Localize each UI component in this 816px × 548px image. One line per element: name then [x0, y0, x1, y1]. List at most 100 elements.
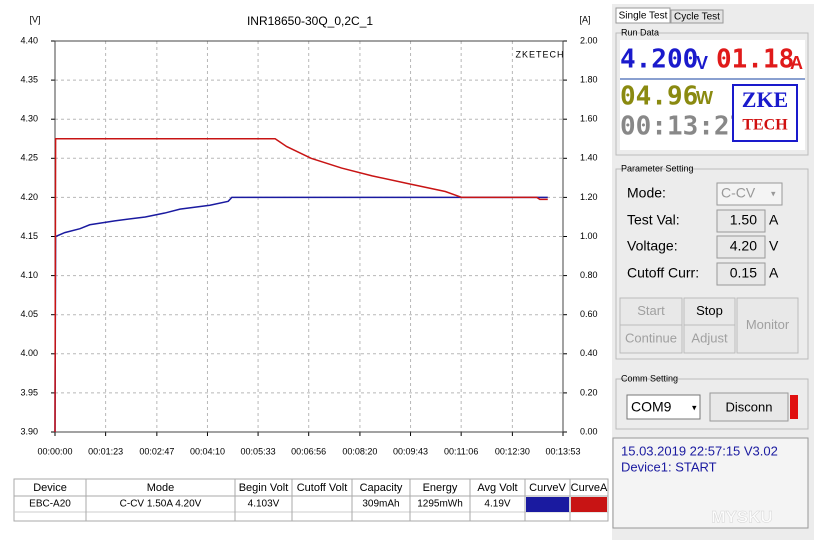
field-box[interactable]	[716, 262, 766, 286]
field-unit: V	[769, 238, 779, 254]
table-cell: C-CV 1.50A 4.20V	[120, 499, 202, 510]
curve-swatch	[571, 497, 607, 512]
curve-swatch	[526, 497, 569, 512]
x-tick-label: 00:08:20	[342, 446, 377, 456]
field-value[interactable]: 1.50	[730, 212, 757, 228]
power-readout: 04.96	[620, 82, 698, 112]
tab[interactable]	[670, 9, 724, 24]
field-value[interactable]: C-CV	[721, 185, 756, 201]
tab-label[interactable]: Cycle Test	[674, 12, 720, 23]
port-value[interactable]: COM9	[631, 399, 672, 415]
table-cell: 4.19V	[484, 499, 510, 510]
y2-axis-label: [A]	[579, 14, 590, 24]
button[interactable]	[683, 324, 736, 354]
field-box[interactable]	[716, 182, 783, 206]
y2-tick-label: 1.60	[580, 114, 598, 124]
column-header: Avg Volt	[477, 482, 517, 494]
watermark: MYSKU	[711, 507, 772, 526]
x-tick-label: 00:06:56	[291, 446, 326, 456]
x-tick-label: 00:01:23	[88, 446, 123, 456]
time-readout: 00:13:27	[620, 112, 745, 142]
y-tick-label: 3.90	[20, 426, 38, 436]
y-tick-label: 4.25	[20, 153, 38, 163]
field-box[interactable]	[716, 209, 766, 233]
dropdown-arrow[interactable]: ▾	[692, 402, 697, 412]
tab-label[interactable]: Single Test	[619, 11, 668, 22]
field-unit: A	[769, 212, 779, 228]
column-header: Cutoff Volt	[297, 482, 348, 494]
button-label[interactable]: Adjust	[691, 330, 728, 345]
y-tick-label: 4.05	[20, 309, 38, 319]
group-title: Run Data	[621, 27, 659, 37]
column-header: Device	[33, 482, 67, 494]
y2-tick-label: 0.40	[580, 348, 598, 358]
x-tick-label: 00:13:53	[545, 446, 580, 456]
column-header: Begin Volt	[239, 482, 289, 494]
y2-tick-label: 1.00	[580, 231, 598, 241]
results-table	[13, 478, 609, 522]
log-line: 15.03.2019 22:57:15 V3.02	[621, 443, 778, 458]
button[interactable]	[683, 297, 736, 326]
x-tick-label: 00:09:43	[393, 446, 428, 456]
button-label[interactable]: Disconn	[726, 399, 773, 414]
table-frame	[13, 478, 609, 522]
y2-tick-label: 1.40	[580, 153, 598, 163]
field-label: Mode:	[627, 185, 666, 201]
y-tick-label: 4.30	[20, 114, 38, 124]
field-value[interactable]: 4.20	[730, 238, 757, 254]
table-cell: 1295mWh	[417, 499, 463, 510]
button[interactable]	[709, 392, 789, 422]
table-cell: 4.103V	[248, 499, 280, 510]
button[interactable]	[619, 324, 683, 354]
voltage-unit: V	[696, 53, 708, 73]
series-line	[54, 196, 548, 433]
table-cell: 309mAh	[362, 499, 399, 510]
logo-top: ZKE	[742, 87, 788, 112]
field-label: Test Val:	[627, 212, 680, 228]
y-tick-label: 4.00	[20, 348, 38, 358]
group-title: Parameter Setting	[621, 163, 694, 173]
table-cell: EBC-A20	[29, 499, 71, 510]
logo-bottom: TECH	[742, 117, 788, 134]
dropdown-arrow[interactable]: ▾	[771, 188, 776, 198]
status-indicator	[790, 395, 798, 419]
y-tick-label: 4.20	[20, 192, 38, 202]
y-axis-label: [V]	[29, 14, 40, 24]
chart: 3.90 3.95 4.00 4.05 4.10 4.15 4.20 4.25 4.30 4.35…	[20, 35, 597, 456]
y2-tick-label: 0.00	[580, 426, 598, 436]
field-label: Cutoff Curr:	[627, 265, 699, 281]
logo-frame	[732, 84, 798, 142]
button-label[interactable]: Stop	[696, 303, 723, 318]
port-select[interactable]	[626, 394, 701, 420]
current-readout: 01.18	[716, 45, 794, 75]
x-tick-label: 00:05:33	[241, 446, 276, 456]
field-value[interactable]: 0.15	[730, 265, 757, 281]
button[interactable]	[736, 297, 799, 354]
field-label: Voltage:	[627, 238, 678, 254]
x-tick-label: 00:12:30	[495, 446, 530, 456]
field-unit: A	[769, 265, 779, 281]
column-header: CurveV	[529, 482, 566, 494]
x-tick-label: 00:02:47	[139, 446, 174, 456]
group-box	[615, 378, 809, 430]
button[interactable]	[619, 297, 683, 326]
current-unit: A	[790, 53, 803, 73]
y2-tick-label: 1.80	[580, 74, 598, 84]
log-line: Device1: START	[621, 459, 717, 474]
column-header: Mode	[147, 482, 175, 494]
tab-active[interactable]	[615, 7, 671, 24]
column-header: CurveA	[571, 482, 608, 494]
group-box	[615, 32, 809, 156]
button-label[interactable]: Monitor	[746, 317, 790, 332]
button-label[interactable]: Start	[637, 303, 665, 318]
x-tick-label: 00:04:10	[190, 446, 225, 456]
group-title: Comm Setting	[621, 373, 678, 383]
voltage-readout: 4.200	[620, 45, 698, 75]
chart-watermark: ZKETECH	[515, 49, 564, 59]
y-tick-label: 4.35	[20, 74, 38, 84]
button-label[interactable]: Continue	[625, 330, 677, 345]
y2-tick-label: 0.80	[580, 270, 598, 280]
field-box[interactable]	[716, 235, 766, 259]
y-tick-label: 3.95	[20, 387, 38, 397]
